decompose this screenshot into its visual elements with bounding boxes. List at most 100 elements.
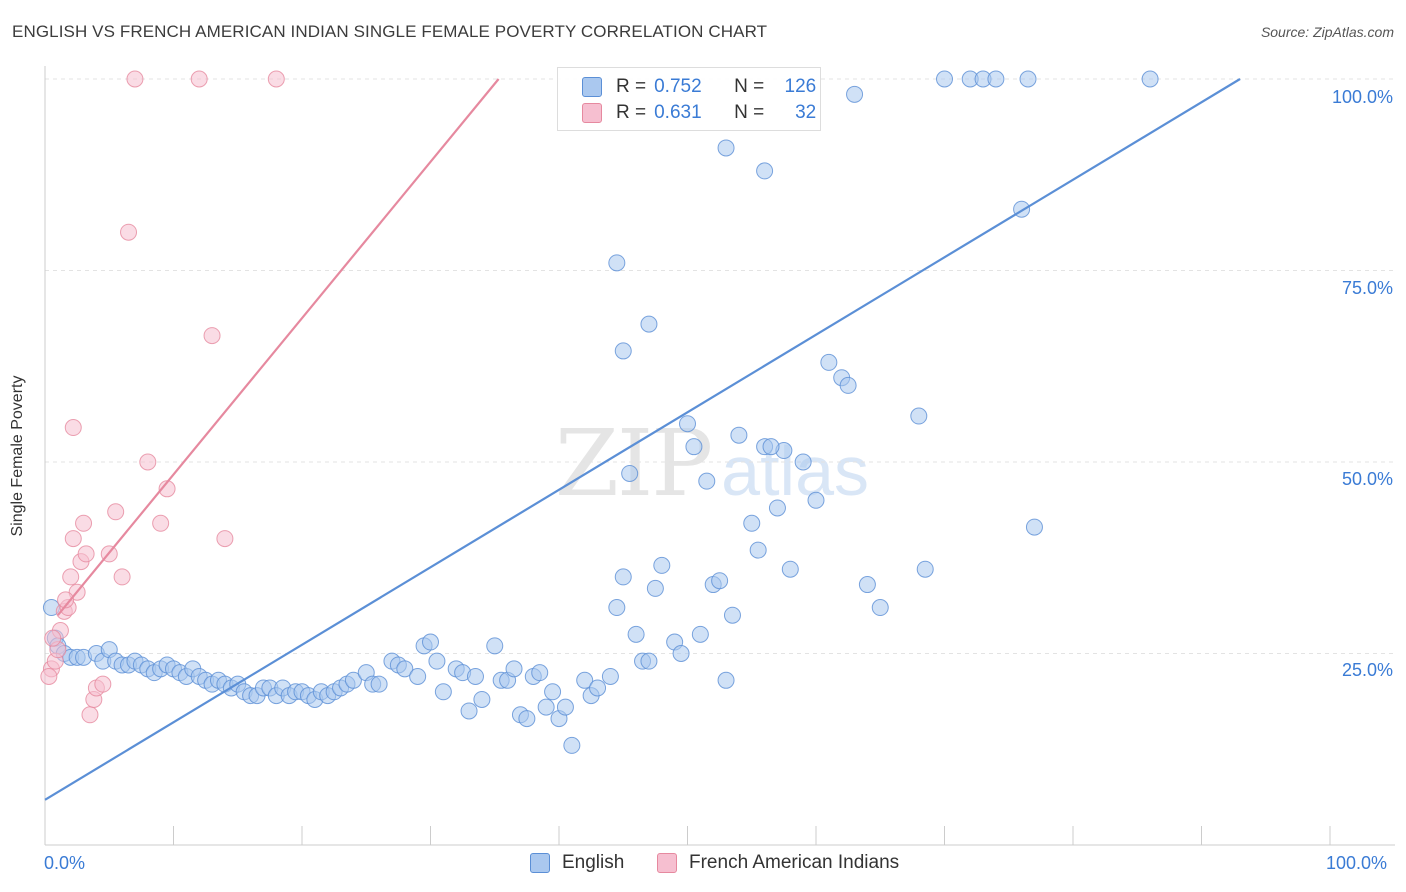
point-french-11 [77, 545, 95, 563]
point-english-50 [370, 675, 388, 693]
point-french-19 [120, 223, 138, 241]
point-english-88 [653, 556, 671, 574]
legend-label-french: French American Indians [689, 852, 900, 873]
legend-swatch-english [530, 853, 550, 873]
point-english-92 [685, 438, 703, 456]
point-english-75 [556, 698, 574, 716]
point-english-72 [537, 698, 555, 716]
point-french-7 [64, 530, 82, 548]
watermark-atlas: atlas [721, 432, 870, 510]
point-french-25 [203, 327, 221, 345]
point-french-26 [216, 530, 234, 548]
x-tick-label-max: 100.0% [1326, 853, 1388, 873]
point-french-10 [75, 514, 93, 532]
legend-item-french[interactable]: French American Indians [657, 852, 899, 874]
point-english-109 [820, 353, 838, 371]
point-french-18 [113, 568, 131, 586]
point-english-62 [466, 667, 484, 685]
legend-r-value-english: 0.752 [654, 76, 702, 97]
point-english-129 [640, 315, 658, 333]
point-english-93 [691, 625, 709, 643]
point-english-127 [608, 254, 626, 272]
point-english-58 [434, 683, 452, 701]
legend-n-value-english: 126 [784, 76, 817, 97]
legend-n-value-french: 32 [795, 102, 817, 123]
legend-row-english: R = 0.752 N = 126 [582, 75, 816, 99]
point-english-99 [730, 426, 748, 444]
legend-swatch-french [582, 103, 602, 123]
legend-swatch-french [657, 853, 677, 873]
legend-r-label: R = [616, 76, 647, 97]
legend-row-french: R = 0.631 N = 32 [582, 101, 816, 125]
point-english-67 [505, 660, 523, 678]
point-english-108 [807, 491, 825, 509]
y-tick-label-100: 100.0% [1331, 87, 1393, 107]
point-french-17 [107, 503, 125, 521]
point-english-64 [486, 637, 504, 655]
point-english-98 [723, 606, 741, 624]
point-english-47 [344, 671, 362, 689]
point-english-106 [781, 560, 799, 578]
point-english-91 [679, 415, 696, 433]
y-axis-label: Single Female Poverty [9, 375, 26, 537]
point-french-6 [62, 568, 80, 586]
point-english-102 [768, 499, 786, 517]
trend-line-english [44, 78, 1241, 801]
series-legend: English French American Indians [0, 852, 1406, 878]
point-english-63 [473, 690, 491, 708]
y-tick-label-25: 25.0% [1341, 660, 1393, 680]
point-english-123 [1141, 70, 1159, 88]
point-english-79 [589, 679, 607, 697]
point-french-22 [152, 514, 170, 532]
point-english-53 [396, 660, 414, 678]
point-english-81 [608, 599, 626, 617]
point-english-61 [460, 702, 478, 720]
legend-r-label: R = [616, 102, 647, 123]
point-english-115 [910, 407, 928, 425]
point-english-111 [839, 376, 857, 394]
y-tick-label-75: 75.0% [1341, 278, 1393, 298]
legend-item-english[interactable]: English [530, 852, 624, 874]
point-english-128 [614, 342, 632, 360]
point-english-124 [1019, 70, 1037, 88]
point-french-30 [40, 667, 58, 685]
point-english-69 [518, 710, 536, 728]
y-tick-label-50: 50.0% [1341, 469, 1393, 489]
point-english-87 [646, 579, 664, 597]
point-english-94 [698, 472, 716, 490]
legend-label-english: English [562, 852, 625, 873]
point-english-96 [711, 572, 729, 590]
source-label: Source: ZipAtlas.com [1260, 24, 1394, 40]
point-english-114 [871, 599, 889, 617]
point-french-29 [57, 591, 75, 609]
point-english-126 [756, 162, 774, 180]
point-english-97 [717, 671, 735, 689]
point-english-56 [422, 633, 439, 651]
point-english-112 [846, 85, 864, 103]
point-french-12 [81, 706, 99, 724]
point-english-80 [601, 667, 619, 685]
point-english-57 [428, 652, 446, 670]
point-english-116 [916, 560, 934, 578]
point-french-24 [190, 70, 208, 88]
point-english-86 [640, 652, 658, 670]
point-french-27 [267, 70, 285, 88]
point-english-122 [1025, 518, 1043, 536]
chart-title: ENGLISH VS FRENCH AMERICAN INDIAN SINGLE… [12, 22, 768, 41]
point-english-84 [627, 625, 645, 643]
point-english-113 [858, 576, 876, 594]
point-english-83 [621, 464, 639, 482]
point-english-82 [614, 568, 632, 586]
point-english-73 [544, 683, 562, 701]
trend-line-french [57, 78, 500, 616]
point-english-105 [762, 438, 780, 456]
point-english-101 [749, 541, 767, 559]
stats-legend: R = 0.752 N = 126 R = 0.631 N = 32 [557, 67, 821, 131]
legend-n-label: N = [734, 76, 765, 97]
point-french-31 [44, 629, 62, 647]
point-english-100 [743, 514, 761, 532]
legend-n-label: N = [734, 102, 765, 123]
point-english-120 [987, 70, 1005, 88]
point-english-107 [794, 453, 812, 471]
